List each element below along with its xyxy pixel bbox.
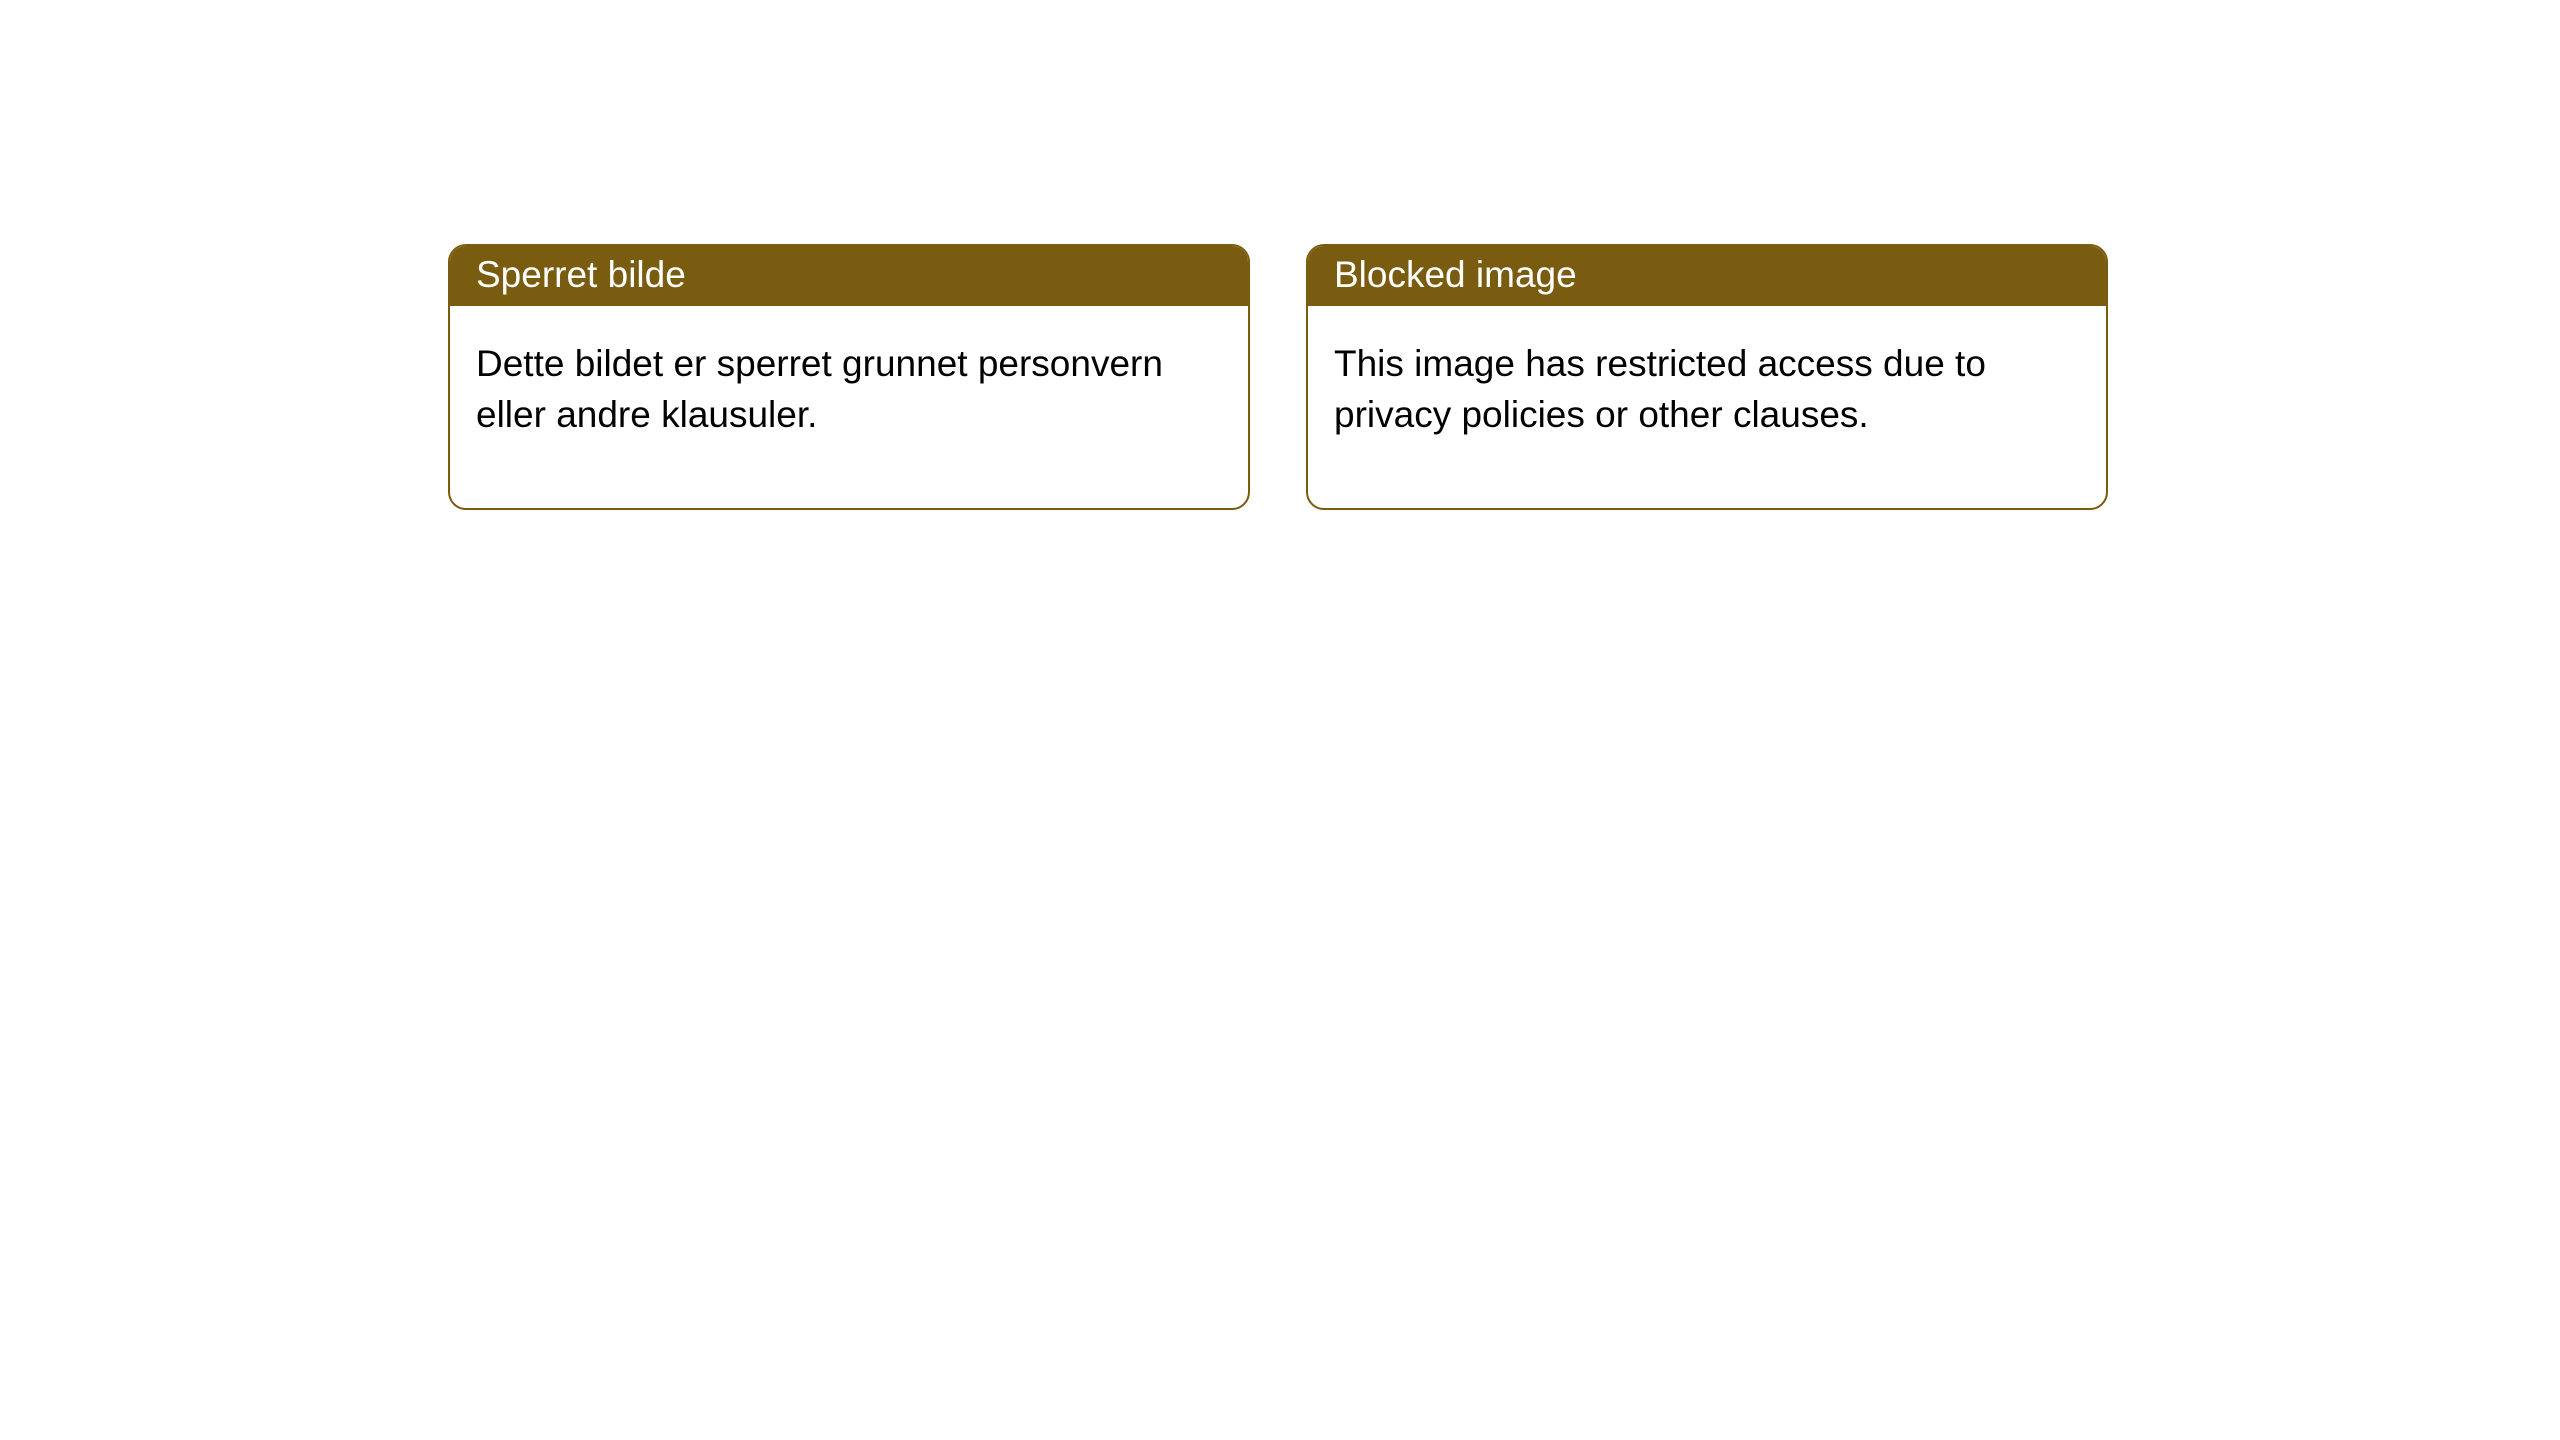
notice-card-title: Blocked image (1308, 246, 2106, 306)
notice-card-body: This image has restricted access due to … (1308, 306, 2106, 508)
notice-card-title: Sperret bilde (450, 246, 1248, 306)
notice-card-english: Blocked image This image has restricted … (1306, 244, 2108, 510)
notice-card-norwegian: Sperret bilde Dette bildet er sperret gr… (448, 244, 1250, 510)
notice-cards-container: Sperret bilde Dette bildet er sperret gr… (448, 244, 2108, 510)
notice-card-body: Dette bildet er sperret grunnet personve… (450, 306, 1248, 508)
